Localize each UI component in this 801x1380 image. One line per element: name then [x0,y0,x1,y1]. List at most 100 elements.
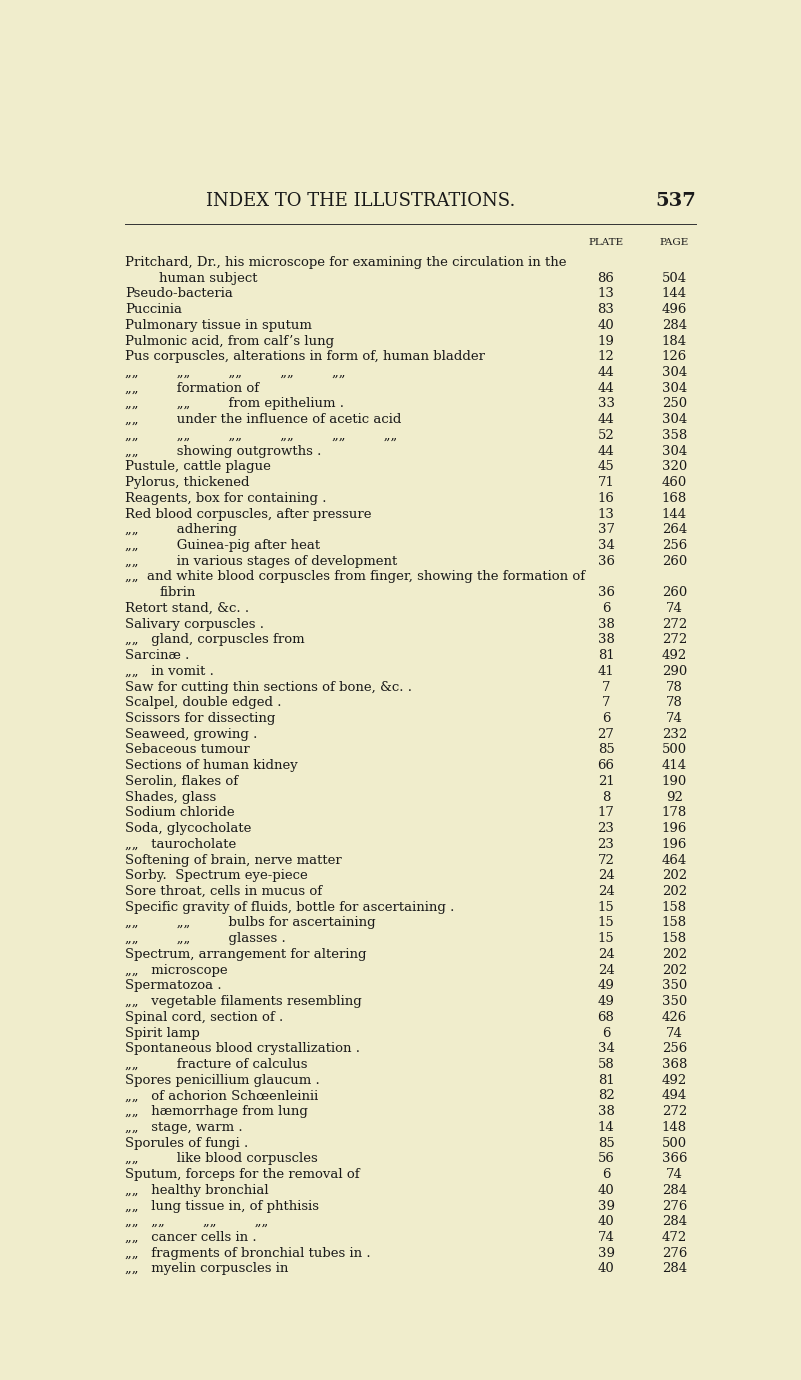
Text: 36: 36 [598,555,614,567]
Text: 492: 492 [662,649,687,662]
Text: „„   of achorion Schœenleinii: „„ of achorion Schœenleinii [125,1089,318,1103]
Text: 81: 81 [598,649,614,662]
Text: 272: 272 [662,633,687,646]
Text: 504: 504 [662,272,687,284]
Text: 148: 148 [662,1121,687,1134]
Text: Spinal cord, section of .: Spinal cord, section of . [125,1010,284,1024]
Text: 19: 19 [598,334,614,348]
Text: 36: 36 [598,586,614,599]
Text: 45: 45 [598,461,614,473]
Text: 74: 74 [666,1027,682,1039]
Text: 144: 144 [662,508,687,520]
Text: „„         formation of: „„ formation of [125,382,259,395]
Text: PLATE: PLATE [589,237,624,247]
Text: 38: 38 [598,618,614,631]
Text: 496: 496 [662,304,687,316]
Text: 39: 39 [598,1246,614,1260]
Text: 500: 500 [662,1137,687,1150]
Text: 39: 39 [598,1199,614,1213]
Text: Sporules of fungi .: Sporules of fungi . [125,1137,248,1150]
Text: 7: 7 [602,680,610,694]
Text: 38: 38 [598,633,614,646]
Text: Soda, glycocholate: Soda, glycocholate [125,822,252,835]
Text: „„         adhering: „„ adhering [125,523,237,537]
Text: 23: 23 [598,822,614,835]
Text: 78: 78 [666,680,682,694]
Text: 196: 196 [662,822,687,835]
Text: Sarcinæ .: Sarcinæ . [125,649,189,662]
Text: 350: 350 [662,995,687,1007]
Text: „„         like blood corpuscles: „„ like blood corpuscles [125,1152,318,1165]
Text: Pustule, cattle plague: Pustule, cattle plague [125,461,271,473]
Text: 284: 284 [662,1263,687,1275]
Text: 24: 24 [598,885,614,898]
Text: „„         „„         bulbs for ascertaining: „„ „„ bulbs for ascertaining [125,916,376,930]
Text: 196: 196 [662,838,687,851]
Text: 16: 16 [598,491,614,505]
Text: „„         showing outgrowths .: „„ showing outgrowths . [125,444,321,458]
Text: Salivary corpuscles .: Salivary corpuscles . [125,618,264,631]
Text: Scissors for dissecting: Scissors for dissecting [125,712,276,724]
Text: 34: 34 [598,540,614,552]
Text: 202: 202 [662,963,687,977]
Text: 304: 304 [662,444,687,458]
Text: 190: 190 [662,776,687,788]
Text: 414: 414 [662,759,687,773]
Text: fibrin: fibrin [159,586,195,599]
Text: PAGE: PAGE [660,237,689,247]
Text: Reagents, box for containing .: Reagents, box for containing . [125,491,327,505]
Text: 350: 350 [662,980,687,992]
Text: Puccinia: Puccinia [125,304,182,316]
Text: 74: 74 [666,712,682,724]
Text: 6: 6 [602,1167,610,1181]
Text: 78: 78 [666,697,682,709]
Text: 6: 6 [602,602,610,615]
Text: Sputum, forceps for the removal of: Sputum, forceps for the removal of [125,1167,360,1181]
Text: 14: 14 [598,1121,614,1134]
Text: 304: 304 [662,382,687,395]
Text: Softening of brain, nerve matter: Softening of brain, nerve matter [125,853,342,867]
Text: Spirit lamp: Spirit lamp [125,1027,199,1039]
Text: 40: 40 [598,1184,614,1196]
Text: 13: 13 [598,287,614,301]
Text: 71: 71 [598,476,614,489]
Text: 168: 168 [662,491,687,505]
Text: Spermatozoa .: Spermatozoa . [125,980,222,992]
Text: 366: 366 [662,1152,687,1165]
Text: 144: 144 [662,287,687,301]
Text: Pritchard, Dr., his microscope for examining the circulation in the: Pritchard, Dr., his microscope for exami… [125,255,566,269]
Text: 264: 264 [662,523,687,537]
Text: 472: 472 [662,1231,687,1243]
Text: 494: 494 [662,1089,687,1103]
Text: 66: 66 [598,759,614,773]
Text: 7: 7 [602,697,610,709]
Text: 158: 158 [662,901,687,914]
Text: „„   vegetable filaments resembling: „„ vegetable filaments resembling [125,995,362,1007]
Text: „„   myelin corpuscles in: „„ myelin corpuscles in [125,1263,288,1275]
Text: 6: 6 [602,1027,610,1039]
Text: „„         under the influence of acetic acid: „„ under the influence of acetic acid [125,413,401,426]
Text: 49: 49 [598,995,614,1007]
Text: Red blood corpuscles, after pressure: Red blood corpuscles, after pressure [125,508,372,520]
Text: 52: 52 [598,429,614,442]
Text: Sodium chloride: Sodium chloride [125,806,235,820]
Text: Pulmonic acid, from calf’s lung: Pulmonic acid, from calf’s lung [125,334,334,348]
Text: 290: 290 [662,665,687,678]
Text: Spectrum, arrangement for altering: Spectrum, arrangement for altering [125,948,366,960]
Text: 81: 81 [598,1074,614,1086]
Text: „„   lung tissue in, of phthisis: „„ lung tissue in, of phthisis [125,1199,319,1213]
Text: 158: 158 [662,932,687,945]
Text: 202: 202 [662,948,687,960]
Text: 284: 284 [662,1184,687,1196]
Text: 202: 202 [662,869,687,882]
Text: 21: 21 [598,776,614,788]
Text: 86: 86 [598,272,614,284]
Text: 250: 250 [662,397,687,410]
Text: 85: 85 [598,744,614,756]
Text: 272: 272 [662,1105,687,1118]
Text: 276: 276 [662,1246,687,1260]
Text: 276: 276 [662,1199,687,1213]
Text: „„         „„         from epithelium .: „„ „„ from epithelium . [125,397,344,410]
Text: Pylorus, thickened: Pylorus, thickened [125,476,249,489]
Text: „„   stage, warm .: „„ stage, warm . [125,1121,243,1134]
